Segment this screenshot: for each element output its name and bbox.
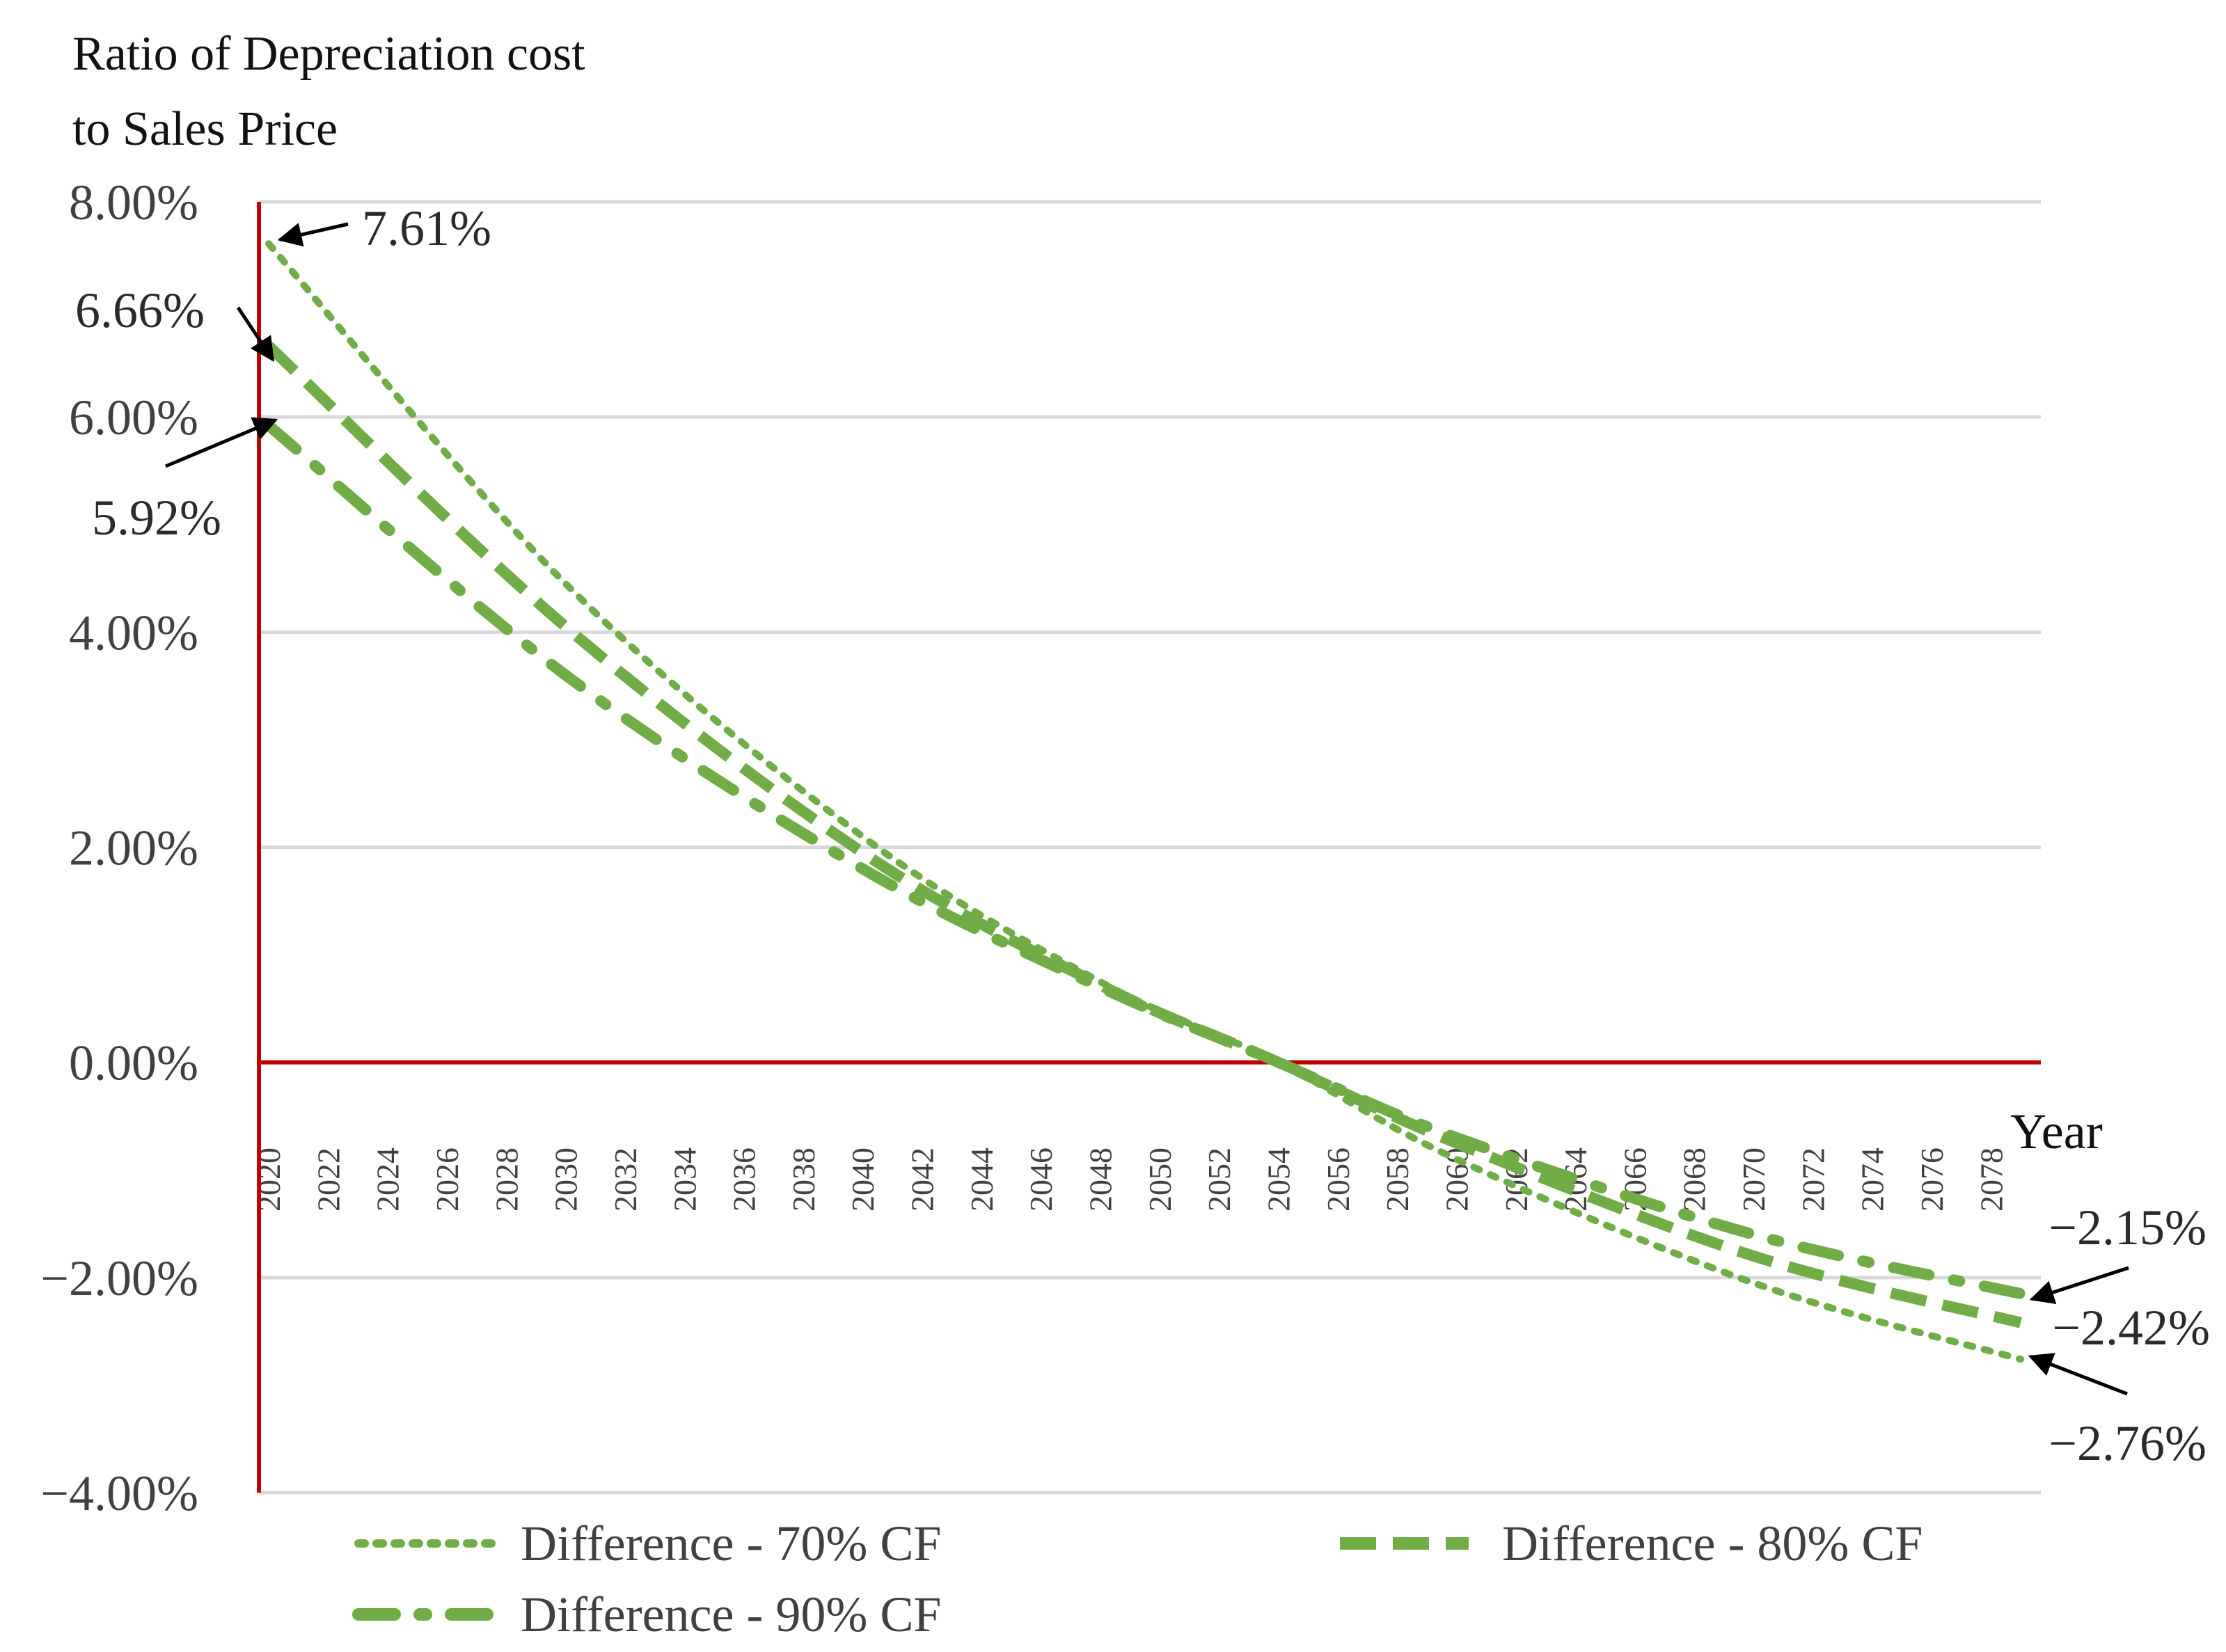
annotation-arrow — [236, 306, 275, 363]
legend: Difference - 70% CF Difference - 80% CF Di… — [352, 1516, 1923, 1642]
x-tick-label: 2032 — [608, 1147, 643, 1212]
x-tick-label: 2052 — [1201, 1147, 1237, 1212]
x-tick-label: 2042 — [905, 1147, 940, 1212]
gridlines — [259, 200, 2041, 1495]
x-tick-label: 2020 — [251, 1147, 287, 1212]
x-tick-label: 2040 — [845, 1147, 881, 1212]
series-line-80cf — [265, 342, 2022, 1328]
annotation-label: 5.92% — [92, 490, 221, 546]
x-tick-label: 2036 — [727, 1147, 762, 1212]
annotations: 7.61% 6.66% 5.92% −2.15% −2.42% −2.76% — [75, 200, 2210, 1471]
x-tick-label: 2024 — [370, 1147, 406, 1212]
x-tick-label: 2030 — [548, 1147, 584, 1212]
series-lines — [263, 240, 2026, 1363]
annotation-label: −2.42% — [2052, 1300, 2210, 1356]
annotation-label: 6.66% — [75, 283, 205, 338]
legend-label: Difference - 70% CF — [521, 1516, 941, 1571]
x-tick-label: 2050 — [1142, 1147, 1178, 1212]
x-tick-label: 2026 — [429, 1147, 465, 1212]
series-line-90cf — [263, 420, 2026, 1300]
y-tick-label: −4.00% — [40, 1466, 198, 1521]
annotation-label: 7.61% — [362, 200, 491, 256]
y-tick-labels: 8.00% 6.00% 4.00% 2.00% 0.00% −2.00% −4.00% — [40, 175, 198, 1521]
x-tick-label: 2034 — [667, 1147, 702, 1212]
x-axis-title: Year — [2010, 1104, 2103, 1159]
annotation-arrow — [277, 222, 349, 247]
x-tick-label: 2056 — [1320, 1147, 1356, 1212]
x-tick-label: 2068 — [1677, 1147, 1712, 1212]
y-tick-label: 2.00% — [69, 820, 198, 876]
x-tick-labels: 2020 2022 2024 2026 2028 2030 2032 2034 2036 2038… — [251, 1147, 2009, 1212]
x-tick-label: 2022 — [310, 1147, 346, 1212]
x-tick-label: 2070 — [1736, 1147, 1771, 1212]
y-tick-label: 0.00% — [69, 1035, 198, 1091]
annotation-label: −2.15% — [2049, 1200, 2207, 1255]
y-tick-label: 4.00% — [69, 605, 198, 660]
x-tick-label: 2076 — [1914, 1147, 1950, 1212]
x-tick-label: 2028 — [489, 1147, 524, 1212]
annotation-arrow — [2029, 1266, 2129, 1304]
y-tick-label: −2.00% — [40, 1250, 198, 1306]
x-tick-label: 2044 — [964, 1147, 1000, 1212]
y-axis-title-line-1: Ratio of Depreciation cost — [72, 27, 585, 81]
x-tick-label: 2038 — [786, 1147, 821, 1212]
annotation-label: −2.76% — [2049, 1415, 2207, 1471]
x-tick-label: 2074 — [1855, 1147, 1890, 1212]
y-axis-title-line-2: to Sales Price — [72, 102, 338, 156]
y-tick-label: 6.00% — [69, 390, 198, 445]
x-tick-label: 2058 — [1380, 1147, 1415, 1212]
x-tick-label: 2048 — [1083, 1147, 1119, 1212]
annotation-arrow — [165, 417, 278, 468]
y-tick-label: 8.00% — [69, 175, 198, 230]
x-tick-label: 2072 — [1795, 1147, 1831, 1212]
annotation-arrow — [2028, 1353, 2128, 1396]
x-tick-label: 2078 — [1973, 1147, 2009, 1212]
x-tick-label: 2054 — [1261, 1147, 1296, 1212]
axes — [257, 202, 2041, 1493]
legend-label: Difference - 90% CF — [521, 1587, 941, 1642]
legend-label: Difference - 80% CF — [1502, 1516, 1923, 1571]
x-tick-label: 2046 — [1023, 1147, 1059, 1212]
